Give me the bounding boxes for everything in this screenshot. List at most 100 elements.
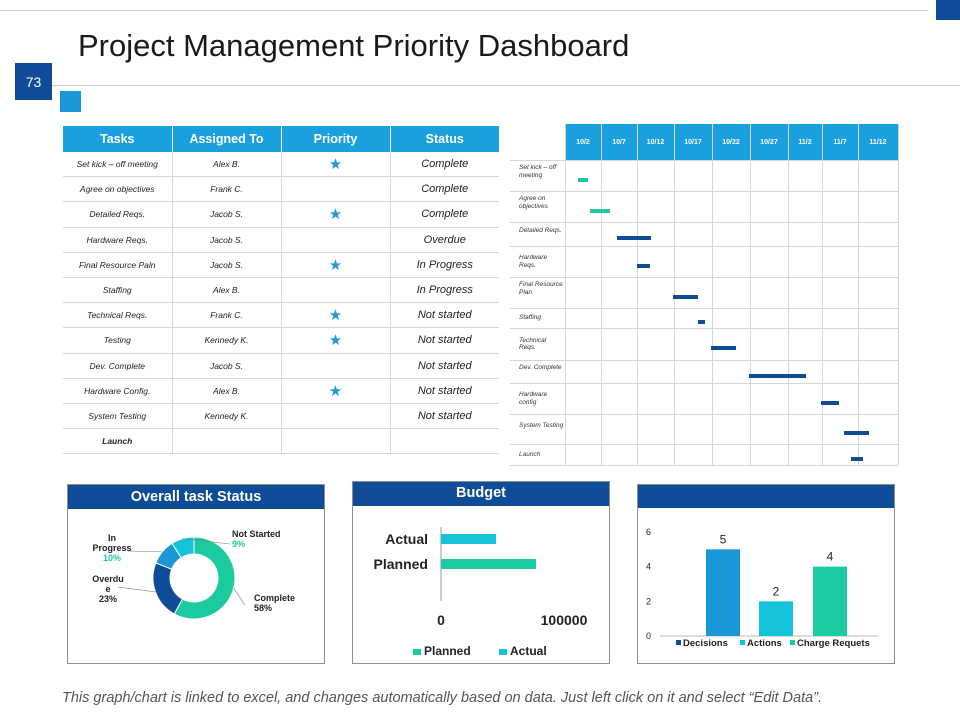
budget-bar-planned <box>441 559 536 569</box>
gantt-row-divider <box>510 328 898 329</box>
donut-label-not-started: Not Started <box>232 529 281 539</box>
table-row[interactable]: Hardware Config. Alex B. ★ Not started <box>63 378 499 404</box>
gantt-task-bar[interactable] <box>710 346 736 350</box>
gantt-gridline <box>712 124 713 465</box>
gantt-task-bar[interactable] <box>590 208 610 213</box>
status-cell: Complete <box>390 176 499 203</box>
gantt-gridline <box>601 124 602 465</box>
task-name-cell: Dev. Complete <box>63 353 173 379</box>
column-header-status[interactable]: Status <box>390 126 499 152</box>
footer-note: This graph/chart is linked to excel, and… <box>62 690 823 706</box>
gantt-date-label: 11/7 <box>833 138 847 146</box>
table-body: Set kick – off meeting Alex B. ★ Complete Ag… <box>63 152 499 455</box>
column-y-tick: 4 <box>646 562 651 572</box>
status-cell: Not started <box>390 302 499 329</box>
table-row[interactable]: Testing Kennedy K. ★ Not started <box>63 327 499 354</box>
gantt-task-bar[interactable] <box>673 294 699 299</box>
gantt-task-bar[interactable] <box>820 400 839 405</box>
table-row[interactable]: Final Resource Paln Jacob S. ★ In Progress <box>63 252 499 278</box>
accent-square <box>60 91 81 112</box>
priority-cell <box>281 353 391 379</box>
assigned-to-cell: Kennedy K. <box>172 403 282 430</box>
table-row[interactable]: Agree on objectives Frank C. Complete <box>63 176 499 203</box>
column-header-priority[interactable]: Priority <box>281 126 391 152</box>
assigned-to-cell: Jacob S. <box>172 227 282 253</box>
table-row[interactable]: Hardware Reqs. Jacob S. Overdue <box>63 227 499 253</box>
gantt-row-divider <box>510 277 898 278</box>
budget-bar-actual <box>441 534 496 544</box>
gantt-task-bar[interactable] <box>851 456 864 461</box>
task-name-cell: Detailed Reqs. <box>63 201 173 228</box>
gantt-task-label: Dev. Complete <box>519 364 562 371</box>
gantt-task-bar[interactable] <box>637 263 650 268</box>
priority-cell: ★ <box>281 378 391 404</box>
assigned-to-cell <box>172 428 282 455</box>
assigned-to-cell: Kennedy K. <box>172 327 282 354</box>
table-row[interactable]: Technical Reqs. Frank C. ★ Not started <box>63 302 499 329</box>
task-name-cell: Hardware Reqs. <box>63 227 173 253</box>
budget-category-label: Actual <box>385 531 428 547</box>
priority-cell: ★ <box>281 152 391 178</box>
donut-leader-line <box>117 586 156 593</box>
gantt-task-label: Launch <box>519 450 541 458</box>
status-cell: In Progress <box>390 277 499 304</box>
column-header-tasks[interactable]: Tasks <box>63 126 173 152</box>
task-status-title: Overall task Status <box>68 485 324 509</box>
gantt-gridline <box>565 124 566 465</box>
table-row[interactable]: Dev. Complete Jacob S. Not started <box>63 353 499 379</box>
gantt-task-bar[interactable] <box>698 320 706 324</box>
column-header-assigned-to[interactable]: Assigned To <box>172 126 282 152</box>
table-row[interactable]: Set kick – off meeting Alex B. ★ Complete <box>63 152 499 178</box>
gantt-task-label: Final Resource Plan <box>519 281 563 296</box>
gantt-date-label: 10/17 <box>684 138 702 146</box>
gantt-gridline <box>858 124 859 465</box>
table-row[interactable]: System Testing Kennedy K. Not started <box>63 403 499 430</box>
gantt-row-divider <box>510 465 898 466</box>
gantt-gridline <box>750 124 751 465</box>
donut-pct-not-started: 9% <box>232 539 245 549</box>
priority-cell <box>281 176 391 203</box>
table-row[interactable]: Launch <box>63 428 499 455</box>
status-cell: Not started <box>390 327 499 354</box>
donut-slice-complete <box>173 536 236 620</box>
column-data-label: 4 <box>827 550 834 564</box>
donut-slice-not-started <box>171 536 195 559</box>
gantt-row-divider <box>510 360 898 361</box>
priority-star-icon: ★ <box>328 256 343 274</box>
donut-leader-line <box>233 588 246 606</box>
status-cell: Not started <box>390 378 499 404</box>
gantt-date-label: 11/12 <box>869 138 887 146</box>
gantt-task-bar[interactable] <box>617 236 652 240</box>
priority-cell <box>281 403 391 430</box>
column-legend-swatch <box>790 640 795 645</box>
status-cell: Overdue <box>390 227 499 253</box>
assigned-to-cell: Jacob S. <box>172 353 282 379</box>
table-header-row: Tasks Assigned To Priority Status <box>63 126 499 152</box>
priority-cell: ★ <box>281 252 391 278</box>
gantt-row-divider <box>510 444 898 445</box>
decisions-panel-header <box>638 485 894 508</box>
priority-star-icon: ★ <box>328 156 343 174</box>
gantt-row-divider <box>510 308 898 309</box>
table-row[interactable]: Detailed Reqs. Jacob S. ★ Complete <box>63 201 499 228</box>
gantt-task-label: Set kick – off meeting <box>519 164 557 179</box>
gantt-row-divider <box>510 191 898 192</box>
gantt-gridline <box>637 124 638 465</box>
task-status-panel: Overall task Status Complete 58% Overdu e 23… <box>67 484 325 664</box>
donut-label-in-progress: In Progress <box>92 533 131 553</box>
assigned-to-cell: Jacob S. <box>172 252 282 278</box>
assigned-to-cell: Alex B. <box>172 277 282 304</box>
task-name-cell: Final Resource Paln <box>63 252 173 278</box>
decisions-panel: 0 2 4 6 5 2 4 Decisions Actions Charge Requets <box>637 484 895 664</box>
gantt-task-bar[interactable] <box>577 177 589 182</box>
gantt-row-divider <box>510 414 898 415</box>
gantt-task-bar[interactable] <box>748 373 807 378</box>
table-row[interactable]: Staffing Alex B. In Progress <box>63 277 499 304</box>
gantt-date-label: 10/22 <box>722 138 740 146</box>
gantt-task-bar[interactable] <box>844 431 870 435</box>
top-divider <box>0 10 928 11</box>
priority-cell: ★ <box>281 302 391 329</box>
donut-pct-overdue: 23% <box>99 594 117 604</box>
column-legend-swatch <box>740 640 745 645</box>
priority-star-icon: ★ <box>328 382 343 400</box>
